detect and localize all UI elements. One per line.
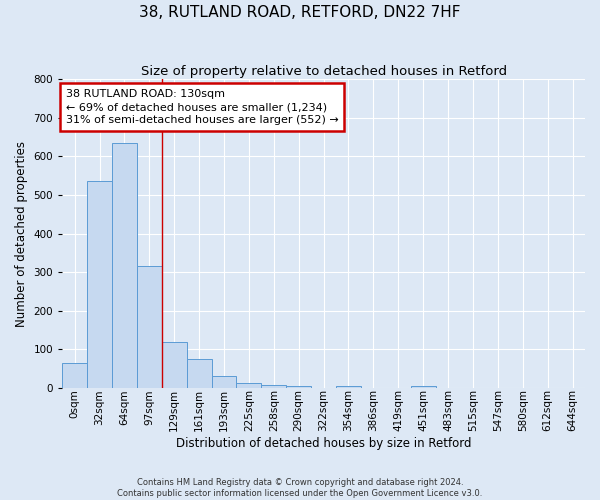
Bar	[187, 359, 212, 388]
Bar	[162, 342, 187, 388]
Bar	[137, 266, 162, 388]
Bar	[262, 385, 286, 388]
Bar	[87, 182, 112, 388]
Y-axis label: Number of detached properties: Number of detached properties	[15, 140, 28, 326]
Bar	[336, 386, 361, 388]
Bar	[112, 143, 137, 388]
X-axis label: Distribution of detached houses by size in Retford: Distribution of detached houses by size …	[176, 437, 472, 450]
Bar	[236, 384, 262, 388]
Bar	[286, 386, 311, 388]
Title: Size of property relative to detached houses in Retford: Size of property relative to detached ho…	[140, 65, 506, 78]
Text: 38 RUTLAND ROAD: 130sqm
← 69% of detached houses are smaller (1,234)
31% of semi: 38 RUTLAND ROAD: 130sqm ← 69% of detache…	[66, 89, 338, 125]
Bar	[411, 386, 436, 388]
Text: 38, RUTLAND ROAD, RETFORD, DN22 7HF: 38, RUTLAND ROAD, RETFORD, DN22 7HF	[139, 5, 461, 20]
Bar	[62, 363, 87, 388]
Bar	[212, 376, 236, 388]
Text: Contains HM Land Registry data © Crown copyright and database right 2024.
Contai: Contains HM Land Registry data © Crown c…	[118, 478, 482, 498]
